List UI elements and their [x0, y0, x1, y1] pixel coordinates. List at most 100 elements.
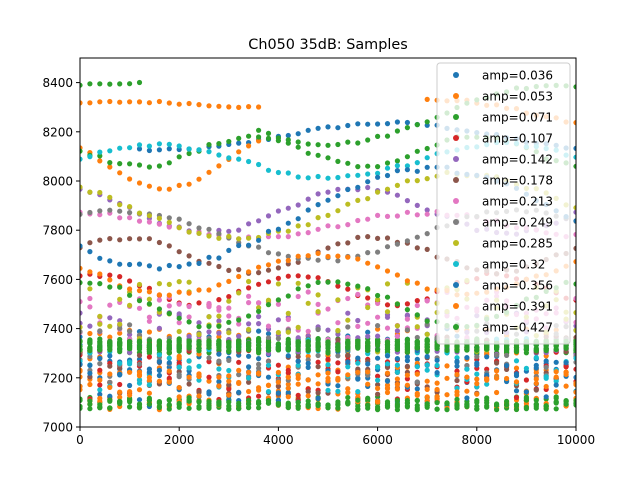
data-point — [305, 393, 311, 399]
data-point — [285, 404, 291, 410]
data-point — [176, 394, 182, 400]
data-point — [325, 362, 331, 368]
data-point — [335, 186, 341, 192]
data-point — [365, 361, 371, 367]
data-point — [265, 362, 272, 368]
data-point — [474, 354, 480, 360]
data-point — [315, 390, 321, 396]
data-point — [117, 325, 123, 331]
data-point — [87, 374, 93, 380]
data-point — [464, 395, 470, 401]
data-point — [265, 345, 272, 351]
data-point — [523, 377, 530, 383]
data-point — [117, 321, 123, 327]
data-point — [246, 369, 252, 375]
data-point — [176, 315, 182, 321]
data-point — [80, 324, 83, 330]
data-point — [275, 234, 281, 240]
data-point — [97, 281, 103, 287]
data-point — [375, 364, 381, 370]
data-point — [127, 397, 133, 403]
data-point — [236, 406, 242, 412]
data-point — [206, 103, 212, 109]
data-point — [325, 175, 331, 181]
data-point — [523, 404, 530, 410]
data-point — [236, 267, 242, 273]
data-point — [375, 399, 381, 405]
data-point — [117, 394, 123, 400]
data-point — [176, 225, 182, 231]
plot-frame — [79, 57, 577, 428]
data-point — [246, 321, 252, 327]
data-point — [394, 301, 400, 307]
data-point — [146, 296, 152, 302]
data-point — [80, 82, 83, 88]
data-point — [345, 364, 351, 370]
data-point — [434, 357, 440, 363]
y-tick-label: 8200 — [42, 125, 73, 139]
data-point — [573, 120, 576, 126]
data-point — [246, 269, 252, 275]
data-point — [80, 156, 83, 162]
data-point — [226, 138, 232, 145]
data-point — [553, 389, 559, 395]
data-point — [146, 354, 152, 360]
data-point — [484, 372, 490, 378]
data-point — [573, 382, 576, 388]
data-point — [384, 213, 391, 219]
data-point — [176, 154, 182, 160]
legend-marker — [453, 156, 459, 162]
data-point — [117, 360, 123, 366]
data-point — [464, 374, 470, 380]
data-point — [80, 361, 83, 367]
data-point — [275, 258, 281, 264]
data-point — [97, 391, 103, 397]
data-point — [127, 344, 133, 350]
data-point — [335, 360, 341, 366]
data-point — [384, 121, 391, 127]
data-point — [315, 125, 321, 131]
data-point — [404, 154, 410, 160]
data-point — [176, 301, 182, 307]
data-point — [107, 379, 113, 386]
legend-marker — [453, 72, 459, 78]
legend-marker — [453, 177, 459, 183]
data-point — [504, 398, 510, 404]
data-point — [117, 345, 123, 351]
data-point — [206, 254, 212, 260]
data-point — [226, 386, 232, 392]
data-point — [454, 405, 460, 411]
data-point — [166, 243, 172, 249]
legend-label: amp=0.249 — [482, 216, 553, 230]
data-point — [176, 249, 182, 255]
data-point — [97, 149, 103, 155]
data-point — [305, 353, 311, 359]
data-point — [513, 371, 520, 377]
data-point — [424, 164, 430, 170]
y-tick-label: 8000 — [42, 175, 73, 189]
data-point — [315, 364, 321, 370]
data-point — [484, 366, 490, 372]
data-point — [97, 355, 103, 362]
data-point — [484, 344, 490, 350]
data-point — [136, 404, 143, 410]
data-point — [335, 337, 341, 343]
data-point — [315, 352, 321, 359]
data-point — [335, 369, 341, 375]
data-point — [156, 215, 162, 221]
data-point — [424, 331, 430, 337]
data-point — [414, 212, 420, 218]
data-point — [335, 388, 341, 394]
data-point — [375, 338, 381, 344]
data-point — [265, 323, 272, 329]
data-point — [146, 263, 152, 269]
data-point — [186, 221, 192, 227]
data-point — [563, 398, 569, 404]
data-point — [404, 125, 410, 131]
data-point — [563, 345, 569, 351]
data-point — [573, 209, 576, 215]
data-point — [107, 81, 113, 87]
data-point — [474, 381, 480, 387]
data-point — [186, 405, 192, 411]
data-point — [127, 176, 133, 182]
